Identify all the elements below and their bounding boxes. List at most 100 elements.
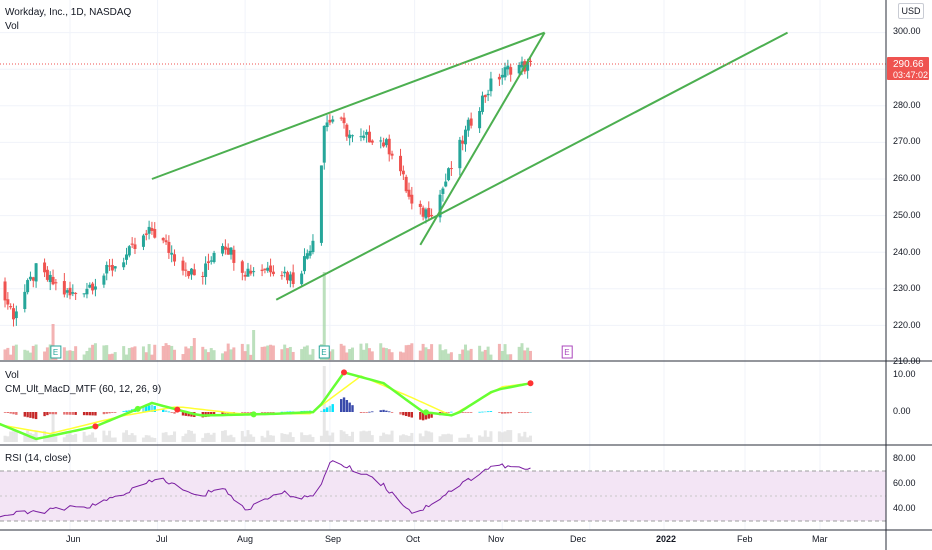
candle [6, 299, 10, 305]
volume-bar [359, 343, 363, 360]
volume-bar-secondary [351, 431, 354, 442]
volume-bar-secondary [260, 435, 264, 442]
volume-bar-secondary [430, 432, 434, 442]
volume-bar [12, 345, 15, 360]
candle [447, 168, 451, 181]
macd-histogram-bar [478, 411, 481, 413]
macd-histogram-bar [153, 406, 156, 412]
candle [418, 203, 422, 207]
volume-bar-secondary [280, 433, 284, 442]
candle [401, 170, 405, 175]
volume-bar-secondary [105, 435, 109, 442]
candle [229, 247, 233, 255]
price-tick-270: 270.00 [893, 136, 921, 146]
volume-bar [150, 354, 154, 360]
candle [528, 60, 532, 63]
trendlines[interactable] [151, 31, 789, 301]
candle [483, 95, 487, 98]
earnings-marker-2[interactable]: E [561, 345, 573, 359]
volume-bar-secondary [23, 435, 27, 442]
macd-histogram-bar [88, 412, 91, 416]
macd-histogram-bar [421, 412, 425, 421]
macd-histogram-bar [427, 412, 430, 419]
currency-button[interactable]: USD [898, 3, 924, 19]
volume-bar-secondary [232, 437, 236, 442]
macd-histogram [3, 397, 532, 421]
earnings-marker-1[interactable]: E [318, 345, 330, 359]
candle [325, 122, 329, 128]
volume-bar-secondary [401, 434, 405, 442]
volume-bar [249, 354, 253, 360]
volume-bar-secondary [243, 436, 247, 442]
price-scale[interactable]: 300.00 280.00 270.00 260.00 250.00 240.0… [893, 26, 921, 366]
macd-histogram-bar [289, 411, 292, 413]
candle [9, 306, 13, 308]
macd-histogram-bar [345, 400, 349, 412]
volume-bar [464, 344, 467, 360]
candle [464, 129, 467, 145]
macd-histogram-bar [187, 412, 190, 417]
candle [345, 124, 349, 137]
volume-bar [252, 330, 256, 360]
volume-bar [260, 346, 264, 360]
volume-bar-secondary [500, 432, 504, 442]
volume-bar [438, 344, 442, 360]
volume-bar-secondary [68, 431, 72, 442]
rsi-path [0, 460, 531, 518]
volume-bar-secondary [404, 435, 408, 442]
volume-bar-secondary [286, 434, 290, 442]
candle [382, 142, 386, 147]
volume-bar [379, 343, 383, 360]
macd-histogram-bar [481, 411, 484, 413]
volume-bar [125, 354, 128, 360]
candle [88, 284, 92, 288]
volume-bar-secondary [486, 436, 490, 442]
volume-bar [164, 343, 168, 360]
volume-bar [291, 351, 295, 360]
candle [54, 282, 58, 284]
candle [331, 119, 335, 122]
macd-histogram-bar [125, 410, 128, 412]
volume-bar [209, 348, 213, 360]
volume-bar-secondary [54, 436, 58, 442]
earnings-marker-box [50, 345, 62, 359]
volume-bar [486, 346, 490, 360]
volume-bar [14, 344, 18, 360]
volume-bar [105, 345, 109, 360]
candle [133, 244, 137, 249]
earnings-marker-0[interactable]: E [50, 345, 62, 359]
macd-histogram-bar [102, 412, 106, 415]
macd-cross-dot [174, 406, 181, 413]
macd-histogram-bar [410, 412, 414, 418]
candle [192, 269, 196, 276]
macd-tick-0: 0.00 [893, 406, 911, 416]
volume-bar-secondary [342, 431, 346, 442]
time-axis[interactable]: Jun Jul Aug Sep Oct Nov Dec 2022 Feb Mar [66, 534, 828, 544]
volume-bar [342, 345, 346, 360]
bar-countdown: 03:47:02 [893, 70, 928, 80]
volume-bar-secondary [427, 431, 431, 442]
candle [421, 207, 425, 217]
volume-bar-secondary [271, 435, 275, 442]
volume-bar-secondary [458, 437, 462, 442]
macd-histogram-bar [469, 412, 473, 413]
time-label-jun: Jun [66, 534, 81, 544]
volume-bar [223, 351, 227, 360]
volume-bar [31, 345, 35, 360]
candle [283, 271, 287, 274]
volume-bar [458, 353, 462, 360]
candle [280, 275, 284, 277]
candle [184, 269, 188, 271]
volume-bar-secondary [483, 430, 487, 442]
volume-bar-secondary [85, 435, 89, 442]
macd-histogram-bar [464, 412, 467, 413]
macd-histogram-bar [122, 411, 125, 412]
volume-bar-secondary [382, 432, 386, 442]
macd-histogram-bar [68, 412, 72, 415]
trendline-1 [275, 31, 789, 301]
macd-histogram-bar [3, 412, 7, 413]
volume-bar [232, 347, 236, 360]
volume-bar-secondary [466, 434, 470, 442]
